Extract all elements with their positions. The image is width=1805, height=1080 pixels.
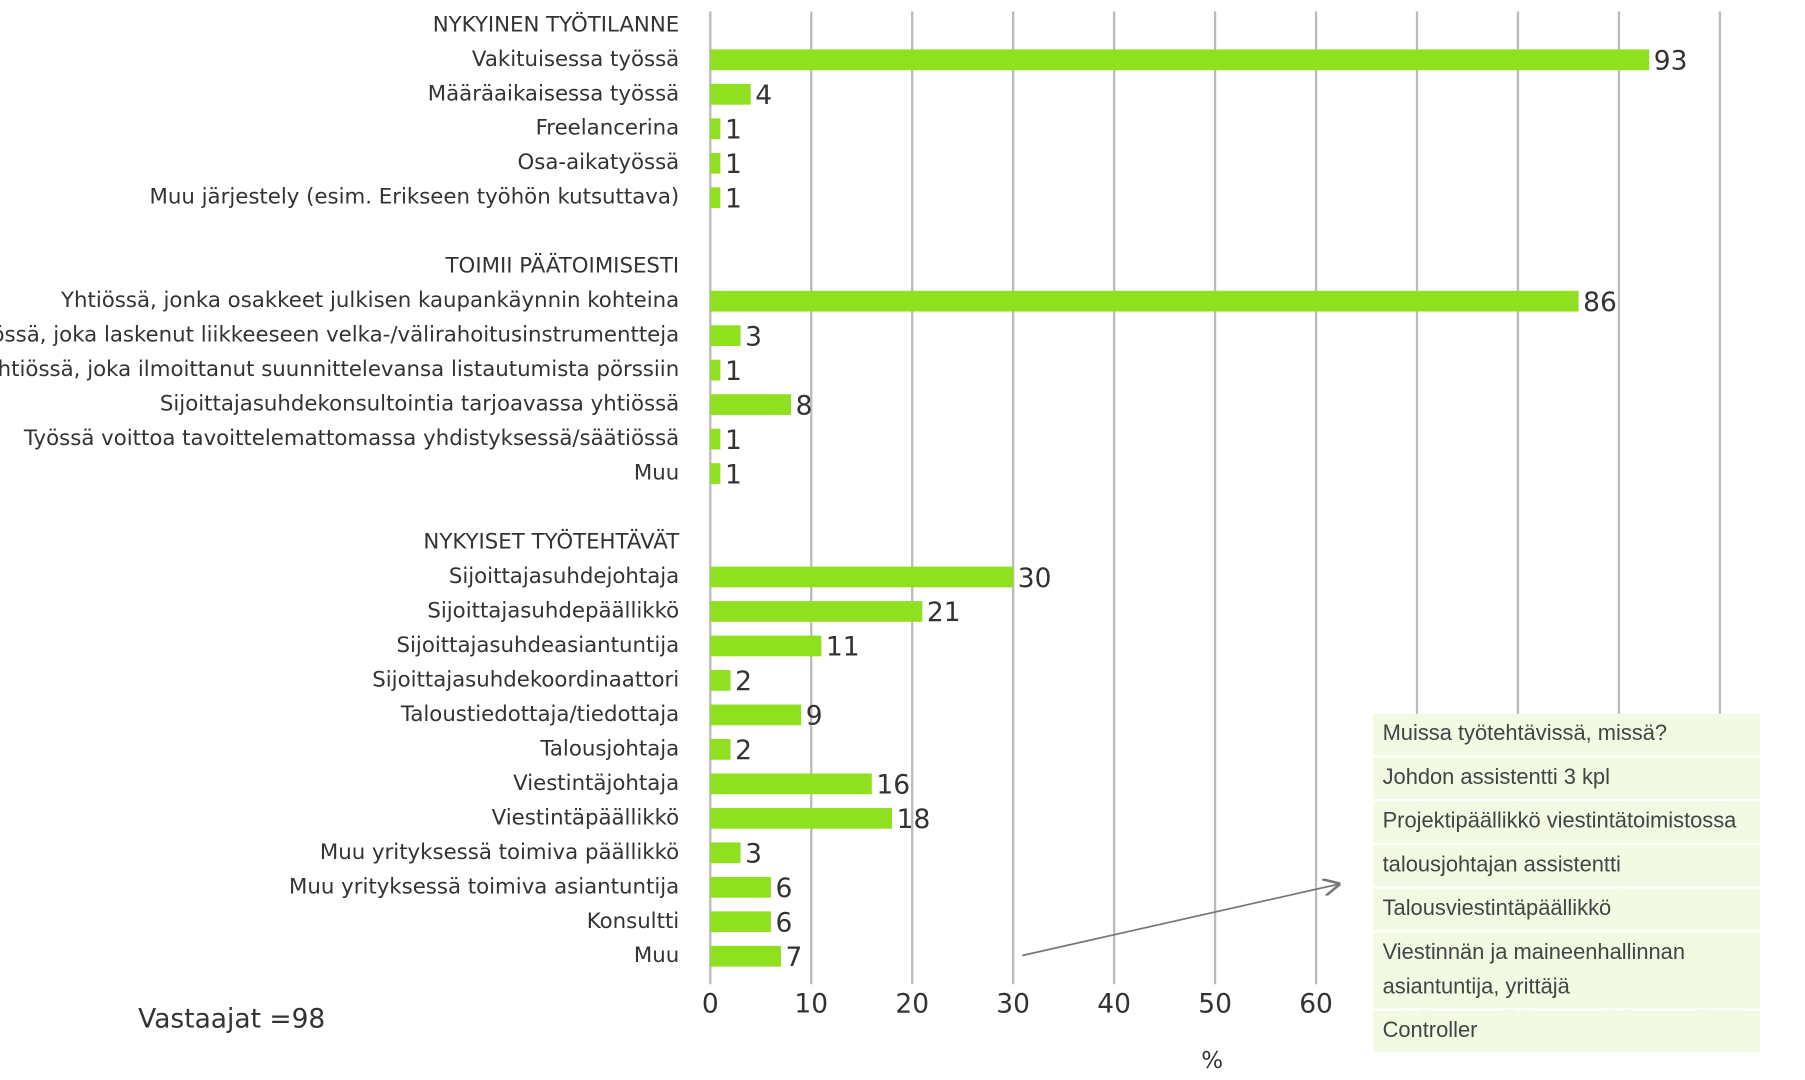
bar	[710, 601, 923, 622]
bar	[710, 635, 822, 657]
data-label: 7	[786, 942, 803, 973]
category-label: Määräaikaisessa työssä	[428, 81, 679, 106]
group-title: NYKYISET TYÖTEHTÄVÄT	[423, 529, 680, 555]
data-label: 1	[725, 356, 742, 387]
category-label: Freelancerina	[536, 116, 680, 141]
category-label: Viestintäjohtaja	[513, 771, 679, 796]
bar	[710, 290, 1579, 312]
data-label: 6	[775, 873, 792, 904]
table-row: Projektipäällikkö viestintätoimistossa	[1373, 801, 1761, 845]
category-label: Muu järjestely (esim. Erikseen työhön ku…	[150, 185, 680, 210]
bar	[710, 428, 721, 450]
bar	[710, 463, 721, 484]
category-label: Yhtiössä, joka laskenut liikkeeseen velk…	[0, 323, 679, 348]
data-label: 9	[806, 701, 823, 732]
category-label: Muu yrityksessä toimiva asiantuntija	[289, 874, 679, 899]
category-label: Muu yrityksessä toimiva päällikkö	[320, 840, 679, 865]
category-label: Muu	[634, 943, 679, 968]
data-label: 1	[725, 149, 742, 180]
bar	[710, 152, 721, 174]
category-label: Yhtiössä, jonka osakkeet julkisen kaupan…	[60, 288, 679, 313]
data-label: 1	[725, 184, 742, 215]
bar	[710, 876, 771, 898]
data-label: 2	[735, 735, 752, 766]
category-label: Työssä voittoa tavoittelemattomassa yhdi…	[23, 426, 679, 451]
data-label: 11	[826, 632, 860, 663]
category-label: Sijoittajasuhdekonsultointia tarjoavassa…	[160, 392, 679, 417]
data-label: 3	[745, 321, 762, 352]
category-label: Sijoittajasuhdeasiantuntija	[396, 633, 679, 658]
x-tick-label: 50	[1198, 988, 1232, 1019]
bar	[710, 773, 872, 795]
x-tick-label: 20	[895, 988, 929, 1019]
category-label: Konsultti	[587, 909, 679, 934]
table-title: Muissa työtehtävissä, missä?	[1373, 713, 1761, 758]
table-row: Viestinnän ja maineenhallinnan asiantunt…	[1373, 932, 1761, 1011]
category-label: Vakituisessa työssä	[472, 47, 679, 72]
data-label: 8	[796, 390, 813, 421]
category-label: Talousjohtaja	[539, 736, 679, 761]
table-row: Controller	[1373, 1010, 1761, 1055]
data-label: 30	[1018, 563, 1052, 594]
bar	[710, 49, 1650, 71]
bar	[710, 118, 721, 140]
table-row: Johdon assistentti 3 kpl	[1373, 757, 1761, 802]
other-table: Muissa työtehtävissä, missä? Johdon assis…	[1373, 713, 1805, 1055]
data-label: 18	[897, 804, 931, 835]
x-tick-label: 30	[996, 988, 1030, 1019]
data-label: 2	[735, 666, 752, 697]
table-row: Talousviestintäpäällikkö	[1373, 888, 1761, 933]
data-label: 3	[745, 839, 762, 870]
bar	[710, 359, 721, 381]
category-label: Yhtiössä, joka ilmoittanut suunnitteleva…	[0, 357, 679, 382]
data-label: 86	[1583, 287, 1617, 318]
data-label: 6	[775, 908, 792, 939]
data-label: 21	[927, 597, 961, 628]
x-tick-label: 10	[794, 988, 828, 1019]
table-row: talousjohtajan assistentti	[1373, 844, 1761, 889]
data-label: 93	[1654, 46, 1688, 77]
group-title: NYKYINEN TYÖTILANNE	[433, 11, 679, 37]
bar	[710, 187, 721, 209]
bar	[710, 945, 781, 967]
data-label: 1	[725, 425, 742, 456]
bar	[710, 325, 741, 346]
category-label: Sijoittajasuhdepäällikkö	[427, 598, 679, 623]
category-label: Osa-aikatyössä	[518, 150, 680, 175]
bar	[710, 807, 893, 829]
group-title: TOIMII PÄÄTOIMISESTI	[445, 253, 680, 279]
data-label: 16	[876, 770, 910, 801]
category-label: Sijoittajasuhdekoordinaattori	[372, 667, 679, 692]
category-label: Viestintäpäällikkö	[492, 805, 680, 830]
category-label: Taloustiedottaja/tiedottaja	[400, 702, 679, 727]
bar	[710, 704, 802, 726]
x-axis-label: %	[1201, 1048, 1223, 1074]
data-label: 4	[755, 80, 772, 111]
arrow	[1022, 884, 1339, 957]
bar	[710, 394, 792, 415]
bar	[710, 670, 731, 691]
annotation: Vastaajat =98	[138, 1003, 325, 1034]
data-label: 1	[725, 459, 742, 490]
bar	[710, 83, 751, 105]
bar	[710, 842, 741, 864]
x-tick-label: 40	[1097, 988, 1131, 1019]
x-tick-label: 60	[1299, 988, 1333, 1019]
bar	[710, 566, 1014, 588]
category-label: Muu	[634, 461, 679, 486]
bar	[710, 739, 731, 760]
category-label: Sijoittajasuhdejohtaja	[449, 564, 679, 589]
bar	[710, 911, 771, 933]
x-tick-label: 0	[702, 988, 719, 1019]
data-label: 1	[725, 115, 742, 146]
